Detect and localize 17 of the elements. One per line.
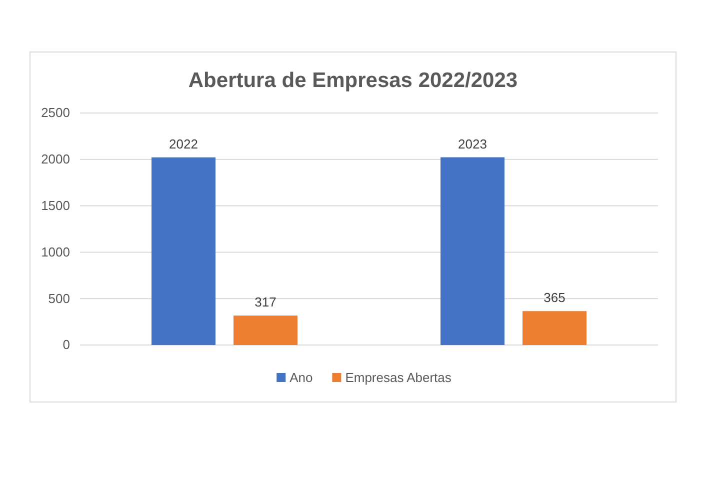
data-label: 365	[544, 290, 566, 306]
y-tick-label: 2000	[41, 152, 70, 167]
bar	[152, 157, 216, 345]
bar	[440, 157, 504, 345]
y-tick-label: 500	[48, 290, 70, 306]
bar	[522, 311, 586, 345]
y-tick-label: 0	[62, 337, 70, 352]
data-label: 317	[254, 294, 276, 310]
data-label: 2022	[169, 136, 198, 152]
bar	[234, 316, 298, 345]
chart-title: Abertura de Empresas 2022/2023	[188, 69, 518, 92]
y-tick-label: 1500	[41, 198, 70, 213]
legend-label: Ano	[290, 370, 313, 385]
legend-label: Empresas Abertas	[345, 370, 452, 385]
y-tick-label: 1000	[41, 244, 70, 260]
data-label: 2023	[458, 136, 487, 152]
y-tick-label: 2500	[41, 105, 70, 120]
